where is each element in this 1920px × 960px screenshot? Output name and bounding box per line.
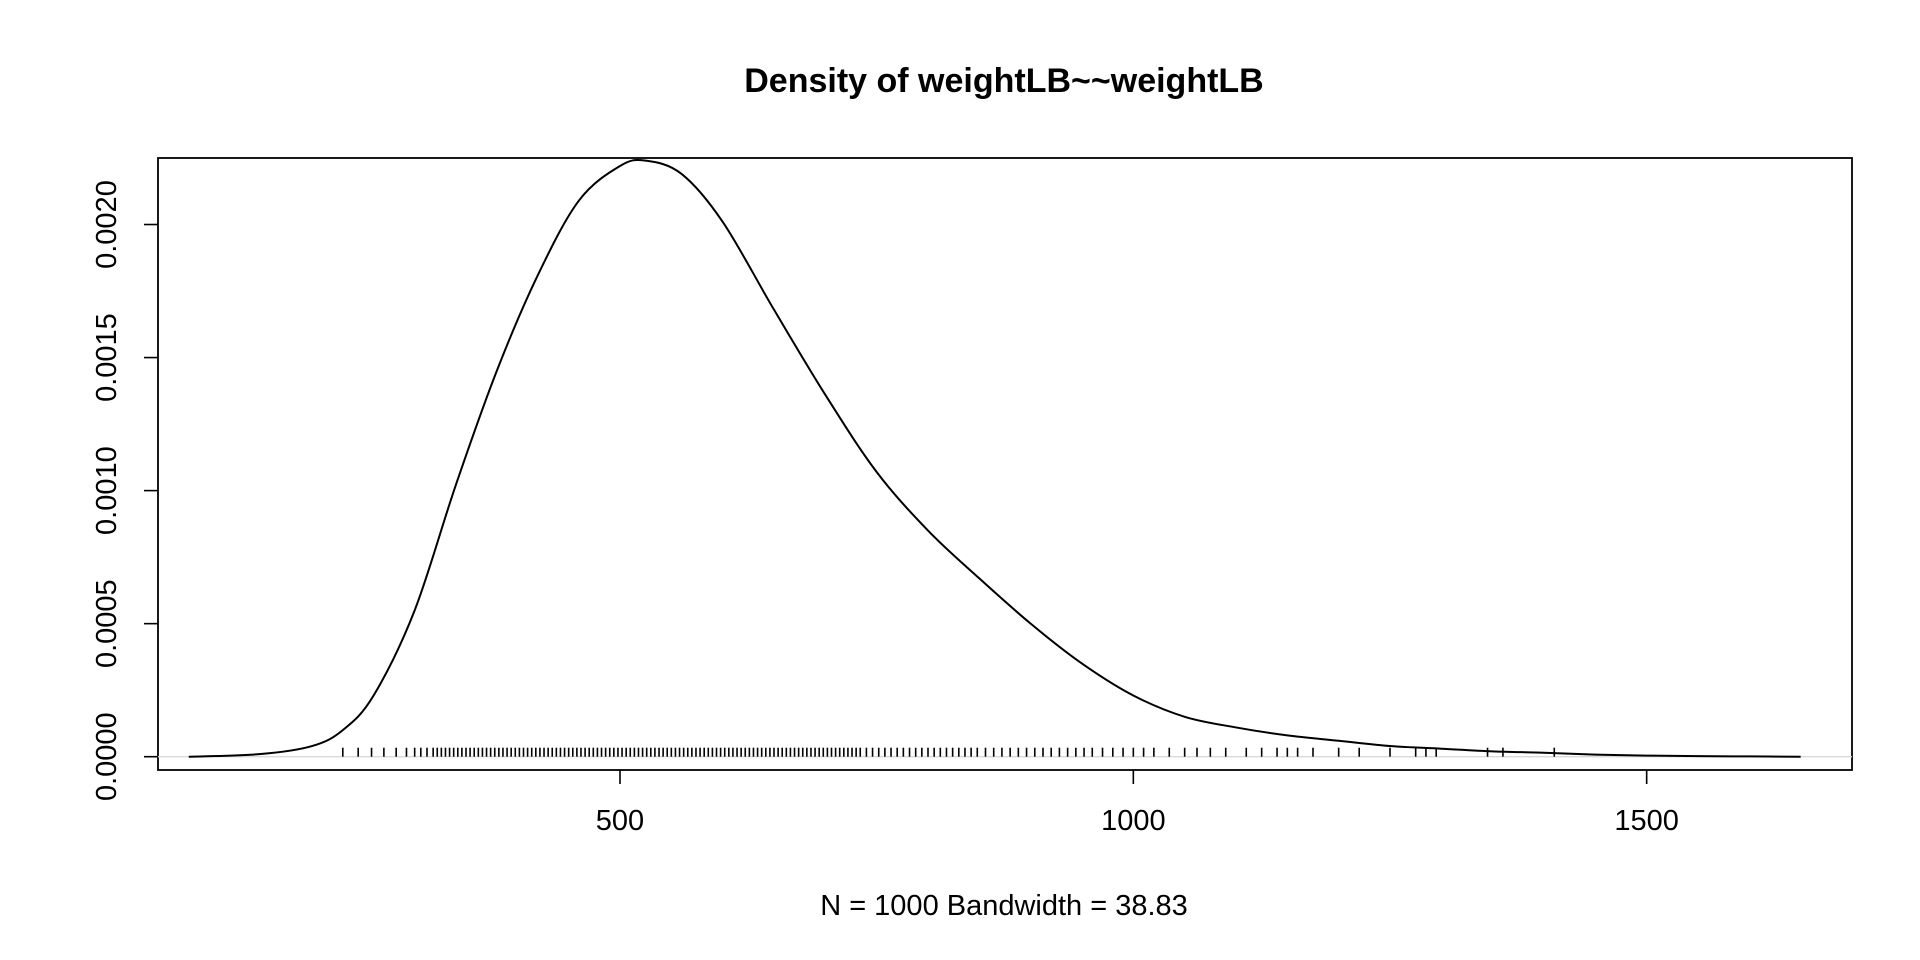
x-axis-label: N = 1000 Bandwidth = 38.83: [820, 890, 1188, 922]
density-curve: [188, 158, 1801, 758]
y-tick-label: 0.0005: [91, 579, 123, 668]
chart-title: Density of weightLB~~weightLB: [744, 62, 1263, 100]
rug-marks: [341, 747, 1556, 757]
y-tick-label: 0.0015: [91, 313, 123, 402]
density-curve-group: [188, 158, 1801, 758]
y-tick-label: 0.0000: [91, 712, 123, 801]
plot-frame: [157, 157, 1853, 771]
x-axis: 500 1000 1500: [596, 770, 1679, 837]
y-tick-label: 0.0010: [91, 446, 123, 535]
y-tick-label: 0.0020: [91, 180, 123, 269]
x-tick-label: 500: [596, 805, 644, 837]
y-axis: 0.0000 0.0005 0.0010 0.0015 0.0020: [91, 180, 158, 801]
x-tick-label: 1000: [1101, 805, 1166, 837]
x-tick-label: 1500: [1614, 805, 1679, 837]
